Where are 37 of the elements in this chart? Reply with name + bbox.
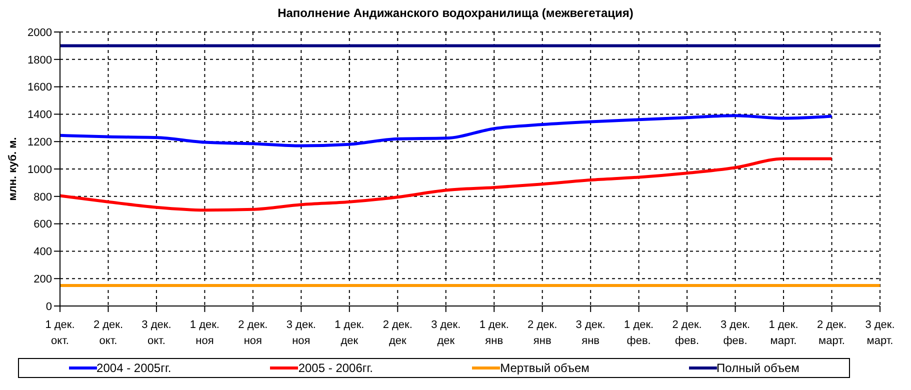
x-tick-label: 2 дек. ноя <box>238 319 268 347</box>
y-tick-label: 2000 <box>28 26 52 39</box>
legend-label: 2004 - 2005гг. <box>96 361 172 375</box>
line-series <box>58 114 834 148</box>
y-tick-label: 400 <box>34 246 52 258</box>
x-tick-label: 1 дек. ноя <box>190 319 220 347</box>
x-tick-label: 1 дек. янв <box>479 319 509 347</box>
legend-label: 2005 - 2006гг. <box>297 361 374 375</box>
legend-label: Полный объем <box>716 361 800 375</box>
x-tick-label: 3 дек. окт. <box>142 319 172 347</box>
x-tick-label: 2 дек. март. <box>816 319 847 347</box>
y-axis-title: млн. куб. м. <box>6 137 19 201</box>
x-tick-label: 2 дек. фев. <box>672 319 702 347</box>
y-tick-label: 800 <box>34 191 52 204</box>
y-tick-label: 1000 <box>28 164 52 176</box>
x-tick-label: 1 дек. дек <box>334 319 364 347</box>
y-tick-label: 1600 <box>28 82 52 94</box>
x-tick-label: 2 дек. янв <box>528 319 558 347</box>
x-tick-label: 1 дек. фев. <box>624 319 654 347</box>
x-tick-label: 3 дек. март. <box>865 319 895 347</box>
line-series <box>58 157 834 212</box>
legend-label: Мертвый объем <box>499 361 590 375</box>
x-tick-label: 2 дек. окт. <box>93 319 124 347</box>
chart-title: Наполнение Андижанского водохранилища (межвегетация) <box>276 6 634 20</box>
x-tick-label: 2 дек. дек <box>382 319 412 347</box>
y-tick-label: 200 <box>34 274 52 286</box>
x-tick-label: 1 дек. окт. <box>45 319 75 347</box>
x-tick-label: 1 дек. март. <box>768 319 798 347</box>
y-tick-label: 1400 <box>28 109 52 122</box>
y-tick-label: 0 <box>46 300 52 313</box>
x-tick-label: 3 дек. дек <box>431 319 461 347</box>
x-tick-label: 3 дек. янв <box>576 319 606 347</box>
y-tick-label: 600 <box>34 218 52 231</box>
y-tick-label: 1800 <box>28 54 52 66</box>
y-tick-label: 1200 <box>28 136 52 149</box>
x-tick-label: 3 дек. ноя <box>286 319 316 347</box>
x-tick-label: 3 дек. фев. <box>720 319 750 347</box>
